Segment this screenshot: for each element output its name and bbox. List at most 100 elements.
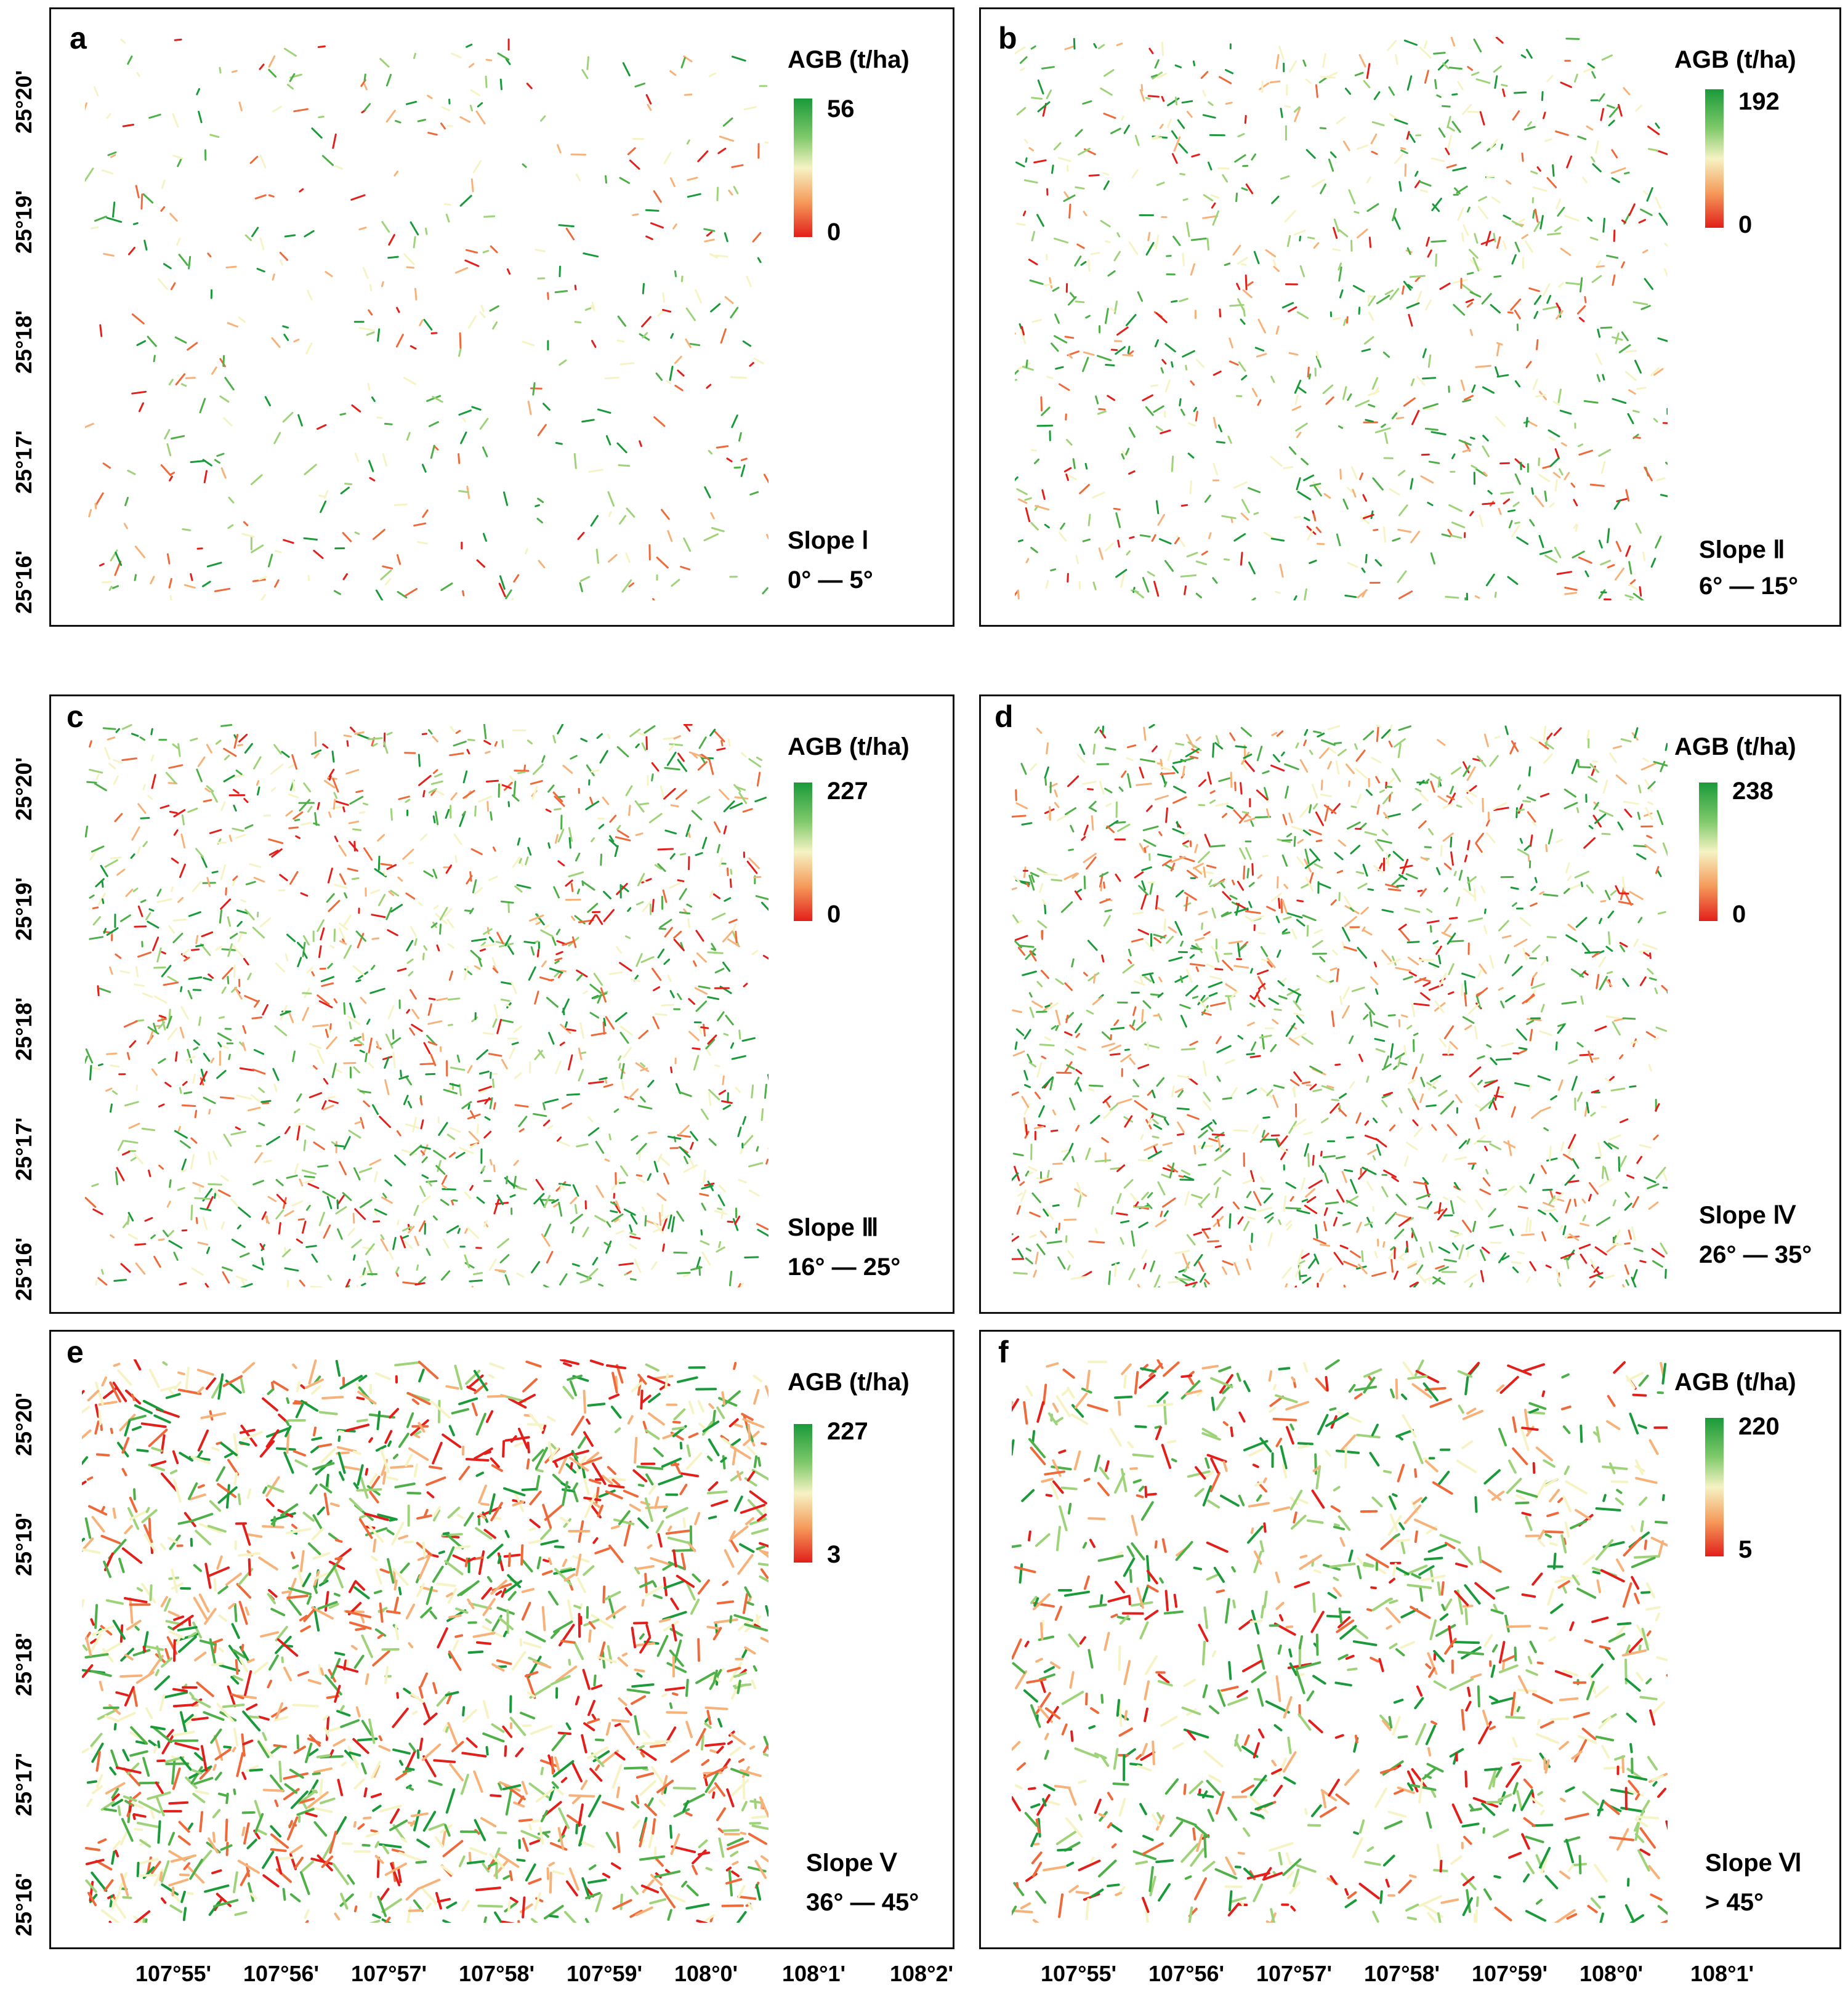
agb-pixel-cluster <box>1278 1135 1288 1148</box>
agb-pixel-cluster <box>158 1238 165 1241</box>
agb-pixel-cluster <box>1173 136 1181 152</box>
agb-pixel-cluster <box>1485 230 1491 246</box>
agb-pixel-cluster <box>419 319 424 326</box>
agb-pixel-cluster <box>605 1832 616 1849</box>
agb-pixel-cluster <box>1477 1140 1491 1143</box>
agb-pixel-cluster <box>1639 586 1642 597</box>
agb-pixel-cluster <box>739 1282 744 1287</box>
agb-pixel-cluster <box>435 1165 446 1175</box>
agb-pixel-cluster <box>137 951 152 958</box>
agb-pixel-cluster <box>1277 980 1285 987</box>
agb-pixel-cluster <box>1190 237 1207 241</box>
agb-pixel-cluster <box>1547 829 1554 845</box>
agb-pixel-cluster <box>206 1196 214 1210</box>
agb-pixel-cluster <box>1450 1229 1459 1234</box>
agb-pixel-cluster <box>1198 1163 1207 1167</box>
agb-pixel-cluster <box>632 213 639 216</box>
agb-pixel-cluster <box>1376 1144 1381 1156</box>
agb-pixel-cluster <box>372 742 378 747</box>
agb-pixel-cluster <box>161 951 166 955</box>
agb-pixel-cluster <box>1161 1173 1171 1179</box>
agb-pixel-cluster <box>1381 1093 1391 1099</box>
agb-pixel-cluster <box>1030 547 1038 553</box>
agb-pixel-cluster <box>318 1212 325 1226</box>
agb-pixel-cluster <box>373 1220 381 1223</box>
agb-pixel-cluster <box>686 1444 691 1457</box>
agb-pixel-cluster <box>239 1067 255 1071</box>
agb-pixel-cluster <box>559 1041 565 1046</box>
agb-pixel-cluster <box>124 1101 139 1107</box>
agb-pixel-cluster <box>544 1223 552 1237</box>
agb-pixel-cluster <box>393 503 408 506</box>
agb-pixel-cluster <box>102 727 116 730</box>
agb-pixel-cluster <box>1228 940 1243 944</box>
agb-pixel-cluster <box>1178 143 1188 154</box>
agb-pixel-cluster <box>168 925 175 934</box>
agb-pixel-cluster <box>1463 224 1469 236</box>
agb-pixel-cluster <box>1315 811 1325 826</box>
agb-pixel-cluster <box>110 856 122 859</box>
agb-pixel-cluster <box>1629 891 1644 900</box>
agb-pixel-cluster <box>403 377 416 385</box>
agb-pixel-cluster <box>1330 899 1337 906</box>
agb-pixel-cluster <box>1413 1127 1423 1137</box>
agb-pixel-cluster <box>1379 789 1385 794</box>
agb-pixel-cluster <box>173 809 186 818</box>
agb-pixel-cluster <box>1400 1014 1408 1018</box>
agb-pixel-cluster <box>763 1506 766 1513</box>
agb-pixel-cluster <box>1605 1077 1612 1084</box>
agb-pixel-cluster <box>437 1399 441 1423</box>
agb-pixel-cluster <box>89 894 95 899</box>
agb-pixel-cluster <box>247 1533 263 1538</box>
agb-pixel-cluster <box>99 563 105 567</box>
agb-pixel-cluster <box>1437 1208 1448 1221</box>
agb-pixel-cluster <box>317 919 325 932</box>
agb-pixel-cluster <box>1461 283 1474 294</box>
agb-pixel-cluster <box>515 1747 524 1758</box>
agb-pixel-cluster <box>1122 964 1135 974</box>
agb-pixel-cluster <box>1227 435 1232 444</box>
agb-pixel-cluster <box>1241 263 1247 266</box>
agb-pixel-cluster <box>1259 82 1270 91</box>
agb-pixel-cluster <box>125 888 134 897</box>
agb-pixel-cluster <box>268 194 275 198</box>
agb-pixel-cluster <box>251 227 259 238</box>
agb-pixel-cluster <box>405 100 418 105</box>
agb-pixel-cluster <box>1586 1101 1590 1114</box>
agb-pixel-cluster <box>1309 560 1317 565</box>
agb-pixel-cluster <box>599 1077 608 1080</box>
agb-pixel-cluster <box>1035 1252 1039 1265</box>
agb-pixel-cluster <box>733 466 741 469</box>
agb-pixel-cluster <box>1166 118 1172 129</box>
agb-pixel-cluster <box>532 382 536 396</box>
agb-pixel-cluster <box>1304 858 1318 869</box>
agb-pixel-cluster <box>1271 195 1280 204</box>
agb-pixel-cluster <box>385 73 392 87</box>
agb-pixel-cluster <box>664 1869 671 1874</box>
agb-pixel-cluster <box>1529 1173 1535 1185</box>
agb-pixel-cluster <box>1392 207 1397 222</box>
agb-pixel-cluster <box>259 917 272 928</box>
agb-pixel-cluster <box>1145 242 1155 256</box>
agb-pixel-cluster <box>426 395 442 402</box>
agb-pixel-cluster <box>347 1015 361 1025</box>
agb-pixel-cluster <box>85 1846 100 1851</box>
agb-pixel-cluster <box>1473 38 1482 53</box>
agb-pixel-cluster <box>1516 1028 1528 1041</box>
agb-pixel-cluster <box>1101 1137 1109 1143</box>
agb-pixel-cluster <box>408 1742 416 1752</box>
agb-pixel-cluster <box>264 1215 270 1225</box>
agb-pixel-cluster <box>1278 1219 1281 1225</box>
agb-pixel-cluster <box>1209 790 1216 794</box>
agb-pixel-cluster <box>1103 113 1116 119</box>
agb-pixel-cluster <box>97 985 100 997</box>
agb-pixel-cluster <box>406 940 414 952</box>
agb-pixel-cluster <box>194 1651 207 1662</box>
agb-pixel-cluster <box>530 946 535 956</box>
agb-pixel-cluster <box>439 907 448 921</box>
agb-pixel-cluster <box>1194 843 1198 853</box>
agb-pixel-cluster <box>1373 1117 1378 1124</box>
agb-pixel-cluster <box>1409 1281 1419 1287</box>
agb-pixel-cluster <box>1209 880 1225 888</box>
agb-pixel-cluster <box>1438 1090 1448 1097</box>
